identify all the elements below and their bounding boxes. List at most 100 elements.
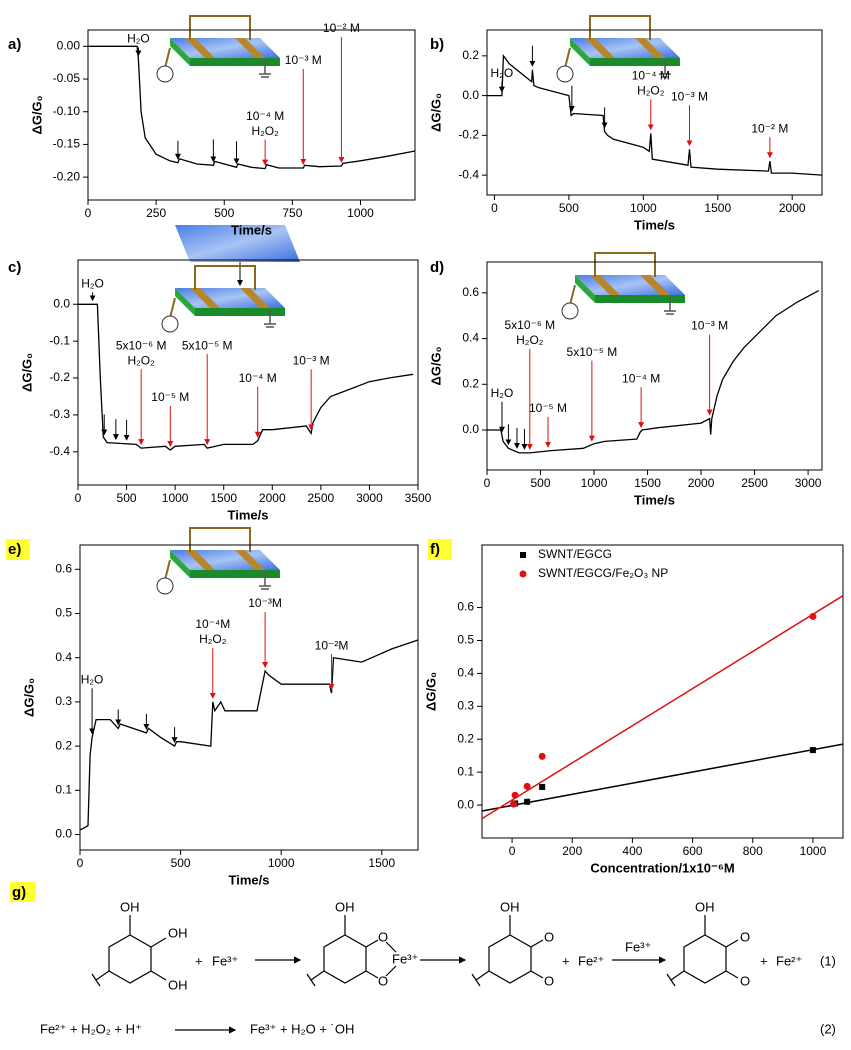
x-tick-label: 500 <box>214 206 234 220</box>
x-tick-label: 250 <box>146 206 166 220</box>
device-icon <box>157 528 280 594</box>
legend-symbol <box>519 570 527 578</box>
device-icon <box>562 253 685 319</box>
chem-text: O <box>544 973 554 988</box>
bond <box>471 915 544 987</box>
y-tick-label: -0.15 <box>53 137 81 151</box>
x-tick-label: 1500 <box>634 476 661 490</box>
x-tick-label: 1000 <box>800 844 827 858</box>
annotation-text: 10⁻⁵ M <box>151 390 189 404</box>
chem-text: (2) <box>820 1021 836 1036</box>
x-tick-label: 1000 <box>581 476 608 490</box>
x-tick-label: 500 <box>559 201 579 215</box>
legend-label: SWNT/EGCG <box>538 547 612 561</box>
x-axis-label: Time/s <box>229 872 270 887</box>
x-tick-label: 500 <box>117 491 137 505</box>
annotation-text: H₂O₂ <box>637 84 665 98</box>
chem-text: + <box>760 953 768 968</box>
x-tick-label: 500 <box>530 476 550 490</box>
x-axis-label: Concentration/1x10⁻⁶M <box>590 860 734 875</box>
chem-text: OH <box>168 977 188 992</box>
chem-text: Fe³⁺ <box>392 951 418 966</box>
y-tick-label: -0.05 <box>53 71 81 85</box>
y-tick-label: 0.0 <box>53 296 70 310</box>
annotation-text: 10⁻⁴ M <box>239 371 277 385</box>
annotation-text: 5x10⁻⁶ M <box>504 318 555 332</box>
y-axis-label: ΔG/G₀ <box>29 95 44 134</box>
annotation-text: 10⁻⁴M <box>195 617 230 631</box>
chem-text: Fe²⁺ <box>776 953 802 968</box>
point <box>510 800 518 808</box>
annotation-text: 10⁻⁴ M <box>632 69 670 83</box>
point <box>524 798 531 805</box>
y-axis-label: ΔG/G₀ <box>21 678 36 717</box>
y-tick-label: -0.4 <box>458 167 479 181</box>
y-tick-label: 0.2 <box>462 48 479 62</box>
chem-text: OH <box>335 899 355 914</box>
bond <box>666 915 739 987</box>
trace <box>79 639 419 831</box>
legend-symbol <box>520 552 526 558</box>
label-highlight <box>6 539 30 560</box>
x-tick-label: 2500 <box>741 476 768 490</box>
y-tick-label: 0.4 <box>457 666 474 680</box>
trace <box>487 53 823 176</box>
y-tick-label: -0.20 <box>53 169 81 183</box>
annotation-text: H₂O₂ <box>516 333 544 347</box>
panel-label: d) <box>430 259 444 276</box>
x-tick-label: 2500 <box>308 491 335 505</box>
chem-text: O <box>544 929 554 944</box>
x-tick-label: 500 <box>171 856 191 870</box>
y-tick-label: 0.4 <box>462 331 479 345</box>
annotation-text: 10⁻⁵ M <box>529 401 567 415</box>
y-tick-label: 0.4 <box>55 650 72 664</box>
annotation-text: 10⁻² M <box>751 121 788 135</box>
x-axis-label: Time/s <box>634 492 675 507</box>
y-tick-label: 0.2 <box>462 376 479 390</box>
annotation-text: 10⁻³ M <box>691 319 728 333</box>
x-tick-label: 1500 <box>210 491 237 505</box>
plot-frame <box>481 544 844 839</box>
annotation-text: 10⁻² M <box>323 21 360 35</box>
y-axis-label: ΔG/G₀ <box>428 93 443 132</box>
y-tick-label: 0.0 <box>55 827 72 841</box>
y-tick-label: 0.5 <box>457 633 474 647</box>
fit-line <box>481 743 844 812</box>
x-tick-label: 0 <box>77 856 84 870</box>
x-tick-label: 2000 <box>779 201 806 215</box>
film-icon <box>175 225 300 262</box>
x-tick-label: 1500 <box>704 201 731 215</box>
y-tick-label: -0.10 <box>53 104 81 118</box>
x-tick-label: 750 <box>282 206 302 220</box>
chem-text: Fe²⁺ <box>578 953 604 968</box>
chem-text: (1) <box>820 953 836 968</box>
x-tick-label: 400 <box>622 844 642 858</box>
ring <box>108 934 152 984</box>
panel-label: e) <box>8 541 21 558</box>
annotation-text: H₂O₂ <box>127 353 155 367</box>
fit-line <box>481 595 844 820</box>
annotation-text: H₂O₂ <box>251 124 279 138</box>
y-axis-label: ΔG/G₀ <box>423 672 438 711</box>
y-tick-label: 0.6 <box>462 285 479 299</box>
point <box>523 782 531 790</box>
y-tick-label: 0.3 <box>457 698 474 712</box>
ring <box>683 934 727 984</box>
chem-text: Fe³⁺ <box>625 939 651 954</box>
chem-text: O <box>378 973 388 988</box>
chem-text: O <box>740 929 750 944</box>
annotation-text: H₂O <box>491 386 514 400</box>
ring <box>323 934 367 984</box>
y-tick-label: 0.6 <box>457 600 474 614</box>
device-icon <box>157 16 280 82</box>
plot-frame <box>486 29 823 196</box>
x-tick-label: 1000 <box>268 856 295 870</box>
x-tick-label: 600 <box>683 844 703 858</box>
chem-text: OH <box>500 899 520 914</box>
annotation-text: H₂O <box>491 66 514 80</box>
annotation-text: 10⁻³ M <box>671 89 708 103</box>
x-axis-label: Time/s <box>231 222 272 237</box>
panel-label: c) <box>8 259 21 276</box>
chem-text: + <box>562 953 570 968</box>
